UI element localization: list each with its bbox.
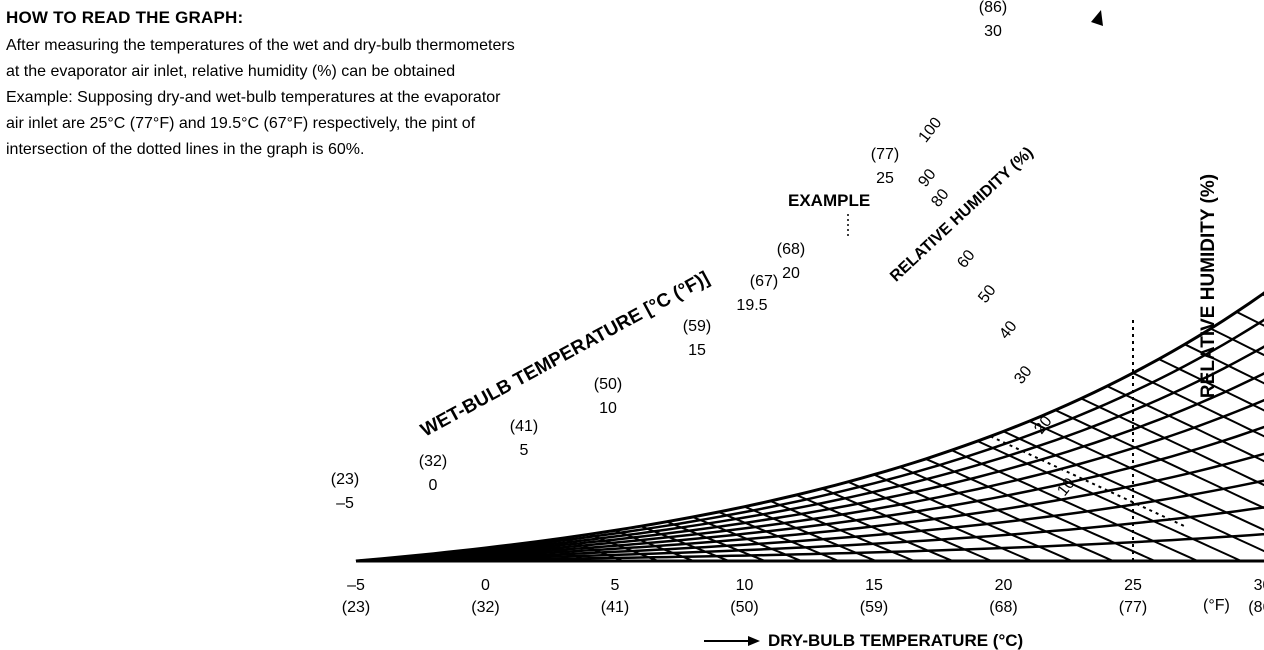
wet-bulb-tick-label-c: 10 <box>599 400 617 417</box>
wet-bulb-tick-label-c: 30 <box>984 23 1002 40</box>
x-tick-label-f: (23) <box>342 599 370 616</box>
x-tick-label-f: (68) <box>989 599 1017 616</box>
wet-bulb-line <box>847 480 1032 562</box>
x-tick-label-c: 30 <box>1254 577 1264 594</box>
wet-bulb-tick-label-f: (23) <box>331 471 359 488</box>
wet-bulb-line <box>511 543 556 562</box>
x-tick-label-f: (86) <box>1248 599 1264 616</box>
saturation-curve <box>355 291 1264 563</box>
rh-curve-80 <box>355 345 1264 563</box>
wet-bulb-line <box>718 511 839 562</box>
x-tick-label-c: 20 <box>995 577 1013 594</box>
instructions-line: at the evaporator air inlet, relative hu… <box>6 63 456 80</box>
relative-humidity-axis-title: RELATIVE HUMIDITY (%) <box>1198 174 1219 398</box>
wet-bulb-tick-label-c: 25 <box>876 170 894 187</box>
instructions-line: intersection of the dotted lines in the … <box>6 141 365 158</box>
wet-bulb-line <box>1132 372 1264 438</box>
rh-curve-40 <box>355 452 1264 563</box>
wet-bulb-tick-label-c: 5 <box>520 442 529 459</box>
wet-bulb-line <box>485 547 522 562</box>
x-tick-label-f: (32) <box>471 599 499 616</box>
wet-bulb-tick-label-c: 19.5 <box>736 297 767 314</box>
wet-bulb-tick-label-f: (67) <box>750 273 778 290</box>
wet-bulb-tick-label-c: 15 <box>688 342 706 359</box>
wet-bulb-line <box>795 494 954 562</box>
example-label: EXAMPLE <box>788 191 870 210</box>
wet-bulb-line <box>1184 343 1264 385</box>
wet-bulb-line <box>459 549 488 562</box>
rh-curve-label: 100 <box>916 114 946 146</box>
x-tick-label-f: (41) <box>601 599 629 616</box>
wet-bulb-line <box>821 487 993 562</box>
wet-bulb-line <box>899 466 1114 562</box>
wet-bulb-line <box>588 533 659 562</box>
wet-bulb-line <box>1210 327 1264 357</box>
instructions-block: HOW TO READ THE GRAPH: After measuring t… <box>6 8 766 164</box>
rh-curve-label: 50 <box>975 282 999 307</box>
example-wet-bulb-guide <box>990 435 1186 528</box>
wet-bulb-line <box>562 537 624 562</box>
x-tick-label-c: 0 <box>481 577 490 594</box>
wet-bulb-line <box>692 516 802 562</box>
wet-bulb-line <box>925 457 1156 562</box>
rh-curve-30 <box>355 479 1264 563</box>
rh-direction-arrowhead <box>1091 10 1103 26</box>
wet-bulb-tick-label-f: (68) <box>777 241 805 258</box>
wet-bulb-line <box>770 500 915 562</box>
wet-bulb-line <box>1158 358 1264 412</box>
wet-bulb-tick-label-f: (86) <box>979 0 1007 16</box>
wet-bulb-line <box>536 540 590 562</box>
wet-bulb-line <box>666 520 766 562</box>
instructions-line: Example: Supposing dry-and wet-bulb temp… <box>6 89 501 106</box>
x-tick-label-c: 25 <box>1124 577 1142 594</box>
x-axis-title-arrowhead <box>748 636 760 646</box>
wet-bulb-line <box>873 473 1073 562</box>
wet-bulb-tick-label-f: (50) <box>594 376 622 393</box>
x-tick-label-c: 15 <box>865 577 883 594</box>
wet-bulb-line <box>1054 409 1264 510</box>
x-tick-label-c: 10 <box>736 577 754 594</box>
wet-bulb-line <box>1028 420 1264 532</box>
x-tick-label-f: (77) <box>1119 599 1147 616</box>
wet-bulb-tick-label-c: –5 <box>336 495 354 512</box>
wet-bulb-line <box>381 557 389 562</box>
wet-bulb-tick-label-f: (41) <box>510 418 538 435</box>
wet-bulb-tick-label-f: (59) <box>683 318 711 335</box>
rh-curve-label: 90 <box>915 166 939 191</box>
wet-bulb-line <box>1003 430 1264 553</box>
chart-grid <box>355 214 1264 563</box>
x-tick-label-c: 5 <box>611 577 620 594</box>
wet-bulb-line <box>614 529 694 562</box>
instructions-line: air inlet are 25°C (77°F) and 19.5°C (67… <box>6 115 476 132</box>
wet-bulb-tick-label-c: 20 <box>782 265 800 282</box>
rh-curve-label: 80 <box>928 186 952 211</box>
wet-bulb-tick-label-f: (77) <box>871 146 899 163</box>
x-tick-label-f: (50) <box>730 599 758 616</box>
x-axis-title: DRY-BULB TEMPERATURE (°C) <box>768 631 1023 650</box>
wet-bulb-tick-label-c: 0 <box>429 477 438 494</box>
rh-curve-label: 40 <box>996 318 1020 343</box>
wet-bulb-line <box>640 525 730 562</box>
rh-curve-50 <box>355 425 1264 563</box>
wet-bulb-tick-label-f: (32) <box>419 453 447 470</box>
rh-curve-label-band <box>875 122 1061 298</box>
wet-bulb-line <box>951 449 1199 562</box>
rh-curve-60 <box>355 398 1264 563</box>
rh-curve-label: 30 <box>1011 363 1035 388</box>
wet-bulb-line <box>407 555 422 562</box>
x-axis-unit-label: (°F) <box>1203 597 1230 614</box>
instructions-line: After measuring the temperatures of the … <box>6 37 515 54</box>
wet-bulb-line <box>1106 385 1264 463</box>
wet-bulb-line <box>1080 397 1264 487</box>
rh-curve-label: 60 <box>954 247 978 272</box>
wet-bulb-line <box>433 552 455 562</box>
wet-bulb-line <box>744 505 877 562</box>
instructions-heading: HOW TO READ THE GRAPH: <box>6 8 244 27</box>
wet-bulb-line <box>977 440 1242 562</box>
rh-curve-20 <box>355 506 1264 563</box>
x-tick-label-c: –5 <box>347 577 365 594</box>
wet-bulb-axis-title: WET-BULB TEMPERATURE [°C (°F)] <box>417 268 713 442</box>
x-tick-label-f: (59) <box>860 599 888 616</box>
